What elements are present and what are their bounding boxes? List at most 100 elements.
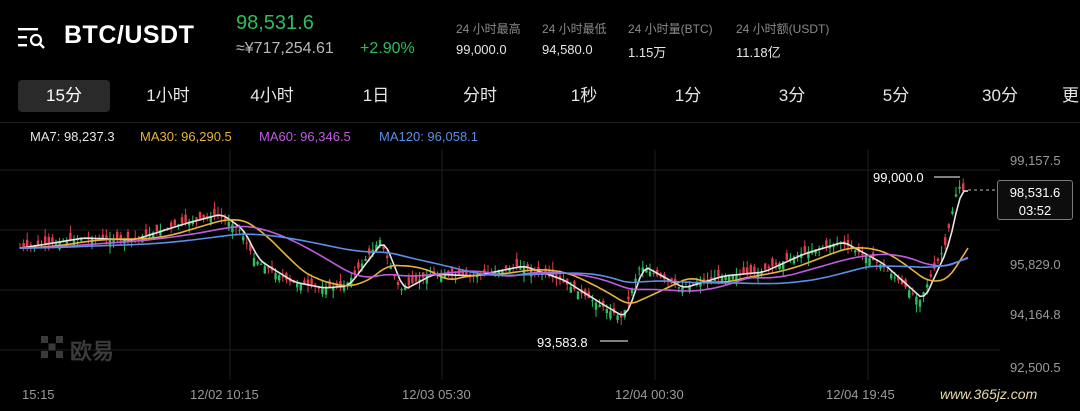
watermark: www.365jz.com [940,386,1038,402]
candle-body [620,313,623,318]
tab-4h[interactable]: 4小时 [250,86,294,105]
candle-body [357,262,360,269]
cny-price: ≈¥717,254.61 [236,40,334,57]
tab-15m[interactable]: 15分 [18,80,110,112]
x-tick-label: 12/04 00:30 [615,387,684,402]
candle-body [152,232,155,238]
candle-body [846,239,850,247]
candle-body [386,255,389,258]
candle-body [44,236,47,244]
candle-body [767,266,770,269]
change-percent: +2.90% [360,40,415,57]
candle-body [461,269,464,276]
candle-body [90,238,94,246]
ma30-indicator: MA30: 96,290.5 [140,129,232,144]
candle-body [252,258,256,266]
stat-24h-turnover: 24 小时额(USDT) 11.18亿 [736,20,829,61]
candle-body [796,255,799,257]
stat-label: 24 小时额(USDT) [736,22,830,36]
candle-body [605,308,608,314]
candle-body [760,271,763,276]
candle-body [105,235,108,240]
candle-body [440,274,443,282]
candle-body [173,219,176,226]
candle-body [119,235,122,240]
candle-body [353,270,356,274]
candle-body [22,243,25,248]
candle-body [875,261,878,263]
candle-body [771,258,774,267]
candle-body [310,278,313,287]
candle-body [112,239,115,244]
tab-3m[interactable]: 3分 [778,86,806,105]
candle-body [162,229,166,231]
x-tick-label: 12/02 10:15 [190,387,259,402]
candle-body [238,229,241,231]
candle-body [137,236,140,238]
candle-body [159,230,162,236]
candle-body [36,240,40,245]
tab-timeline[interactable]: 分时 [463,86,497,105]
candle-body [591,300,594,302]
candle-body [497,270,500,274]
y-tick-label: 99,157.5 [1010,153,1061,168]
candle-body [803,246,806,253]
x-tick-label: 12/03 05:30 [402,387,471,402]
tab-1h[interactable]: 1小时 [146,86,190,105]
tab-1d[interactable]: 1日 [362,86,390,105]
stat-value: 11.18亿 [736,45,781,60]
menu-search-icon[interactable] [18,27,46,49]
low-marker-label: 93,583.8 [537,335,588,350]
candle-body [504,265,508,269]
candle-body [648,271,652,277]
candle-body [483,269,486,274]
candle-body [573,281,576,290]
candle-body [281,276,284,278]
high-marker-label: 99,000.0 [873,170,924,185]
trading-pair[interactable]: BTC/USDT [64,21,195,49]
candle-body [634,278,637,282]
tab-1s[interactable]: 1秒 [570,86,598,105]
candle-body [627,296,630,300]
stat-value: 99,000.0 [456,42,507,57]
candle-body [242,236,245,241]
candle-body [717,270,720,277]
candle-countdown: 03:52 [1018,203,1052,218]
candlestick-chart[interactable] [0,150,1080,380]
tab-1m[interactable]: 1分 [674,86,702,105]
tab-more[interactable]: 更 [1062,86,1079,105]
stat-24h-volume: 24 小时量(BTC) 1.15万 [628,20,713,61]
candle-body [789,258,792,260]
brand-logo-text: 欧易 [70,339,115,364]
candle-body [936,258,940,262]
candle-body [645,269,648,273]
candle-body [868,258,871,266]
candle-body [180,217,184,224]
candle-body [900,279,904,284]
candle-body [198,212,202,219]
candle-body [256,261,259,265]
candle-body [731,274,734,280]
candle-body [411,275,414,284]
candle-body [346,282,349,284]
candle-body [666,278,670,282]
candle-body [681,287,684,293]
stat-label: 24 小时量(BTC) [628,22,713,36]
candle-body [407,277,410,286]
candle-body [69,232,72,240]
candle-body [116,231,119,240]
candle-body [764,263,767,270]
current-price-tag: 98,531.6 03:52 [997,180,1073,220]
candle-body [328,280,331,288]
candles [18,178,965,325]
tab-5m[interactable]: 5分 [882,86,910,105]
candle-body [872,252,875,261]
candle-body [332,286,335,291]
candle-body [814,249,817,254]
candle-body [908,290,911,298]
tab-30m[interactable]: 30分 [982,86,1018,105]
candle-body [101,234,104,239]
candle-body [864,256,868,264]
candle-body [155,224,158,232]
ticker-header: BTC/USDT 98,531.6 ≈¥717,254.61 +2.90% 24… [0,0,1080,72]
